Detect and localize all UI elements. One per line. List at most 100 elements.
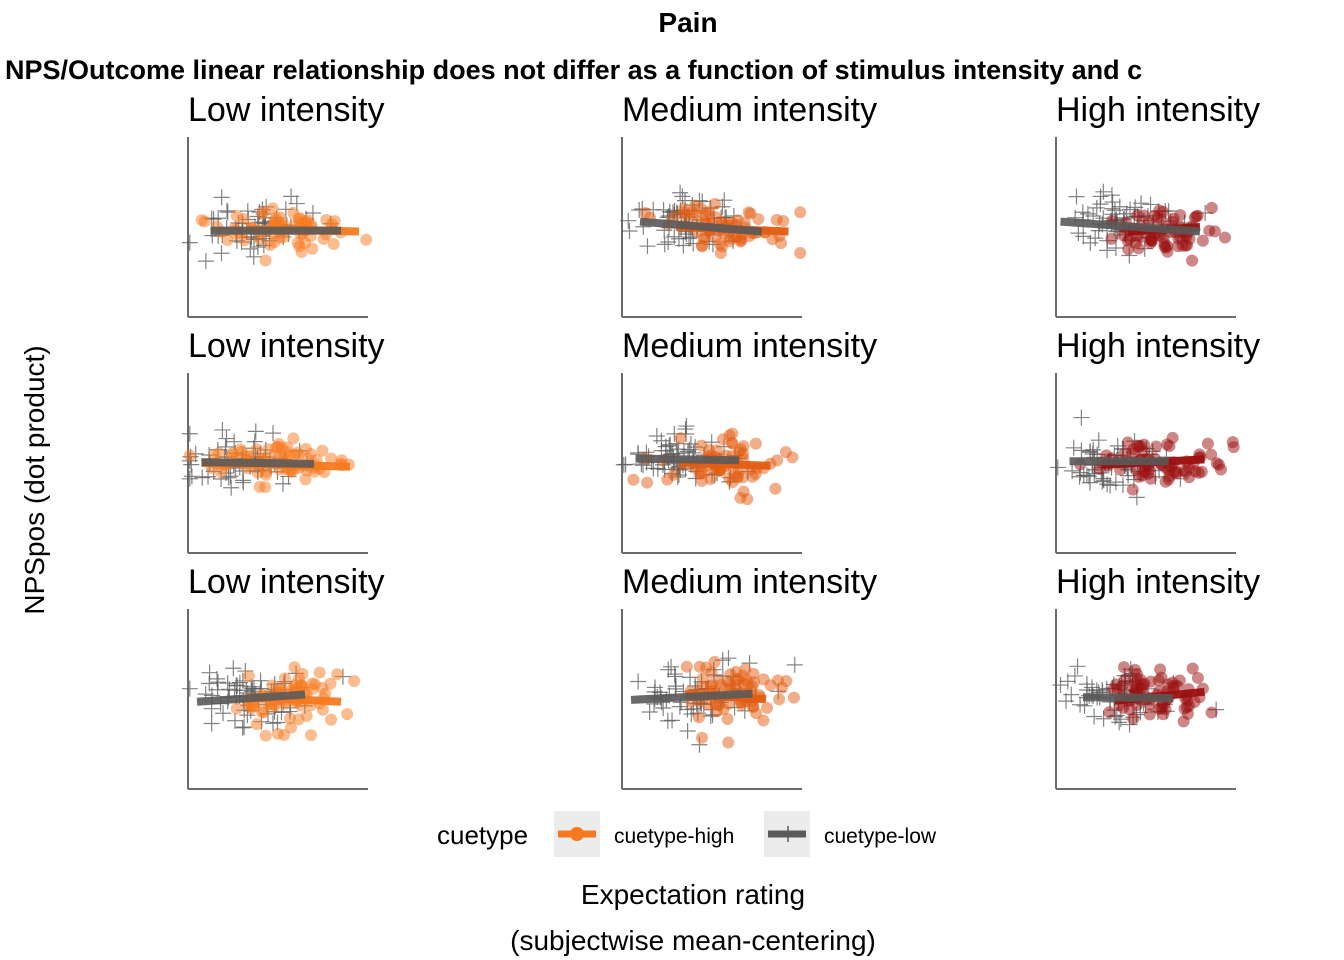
point-cuetype-high (1169, 465, 1182, 478)
point-cuetype-high (278, 672, 291, 685)
point-cuetype-low (1107, 474, 1124, 491)
point-cuetype-high (641, 476, 654, 489)
point-cuetype-high (794, 206, 807, 219)
point-cuetype-high (1186, 254, 1199, 267)
point-cuetype-high (1155, 671, 1168, 684)
panel-title: Medium intensity (622, 91, 877, 129)
point-cuetype-low (1068, 188, 1085, 205)
point-cuetype-high (1203, 224, 1216, 237)
point-cuetype-low (227, 712, 244, 729)
point-cuetype-high (1188, 211, 1201, 224)
facet-panel: Low intensity (181, 91, 385, 318)
point-cuetype-low (203, 715, 220, 732)
point-cuetype-high (1126, 483, 1139, 496)
point-cuetype-low (1114, 477, 1131, 494)
point-cuetype-high (341, 708, 354, 721)
point-cuetype-low (215, 705, 232, 722)
point-cuetype-high (1123, 232, 1136, 245)
point-cuetype-high (761, 701, 774, 714)
point-cuetype-high (786, 451, 799, 464)
point-cuetype-low (1122, 201, 1139, 218)
point-cuetype-high (1177, 715, 1190, 728)
point-cuetype-high (299, 473, 312, 486)
point-cuetype-high (1143, 708, 1156, 721)
point-cuetype-low (181, 680, 198, 697)
point-cuetype-high (700, 661, 713, 674)
point-cuetype-low (1099, 242, 1116, 259)
point-cuetype-high (749, 437, 762, 450)
facet-panel: Low intensity (181, 563, 385, 790)
point-cuetype-high (1110, 678, 1123, 691)
point-cuetype-low (197, 253, 214, 270)
point-cuetype-high (729, 231, 742, 244)
point-cuetype-low (648, 428, 665, 445)
point-cuetype-low (661, 437, 678, 454)
point-cuetype-high (668, 210, 681, 223)
point-cuetype-high (266, 679, 279, 692)
point-cuetype-low (1080, 468, 1097, 485)
point-cuetype-high (1103, 706, 1116, 719)
point-cuetype-low (660, 661, 677, 678)
point-cuetype-low (1090, 432, 1107, 449)
point-cuetype-high (769, 482, 782, 495)
point-cuetype-low (621, 222, 638, 239)
point-cuetype-low (228, 677, 245, 694)
point-cuetype-high (304, 729, 317, 742)
point-cuetype-low (218, 202, 235, 219)
point-cuetype-high (250, 443, 263, 456)
point-cuetype-high (291, 446, 304, 459)
point-cuetype-low (1111, 714, 1128, 731)
point-cuetype-low (670, 230, 687, 247)
point-cuetype-low (1082, 443, 1099, 460)
panel-title: Low intensity (188, 563, 385, 601)
point-cuetype-high (1154, 213, 1167, 226)
point-cuetype-high (713, 237, 726, 250)
point-cuetype-low (181, 234, 198, 251)
point-cuetype-low (682, 669, 699, 686)
point-cuetype-high (1214, 463, 1227, 476)
point-cuetype-low (1079, 205, 1096, 222)
point-cuetype-high (300, 709, 313, 722)
point-cuetype-high (1201, 437, 1214, 450)
point-cuetype-low (1082, 474, 1099, 491)
point-cuetype-low (1073, 442, 1090, 459)
point-cuetype-high (1219, 231, 1232, 244)
regression-line-cuetype-low (639, 217, 762, 236)
point-cuetype-high (661, 473, 674, 486)
point-cuetype-low (655, 699, 672, 716)
point-cuetype-low (1095, 183, 1112, 200)
panel-title: Medium intensity (622, 563, 877, 601)
point-cuetype-low (242, 240, 259, 257)
regression-line-cuetype-low (201, 458, 315, 468)
facet-panel: Low intensity (181, 327, 385, 554)
facet-panel: High intensity (1049, 327, 1260, 554)
point-cuetype-low (641, 704, 658, 721)
point-cuetype-low (668, 678, 685, 695)
point-cuetype-high (285, 721, 298, 734)
point-cuetype-high (316, 444, 329, 457)
point-cuetype-high (221, 234, 234, 247)
point-cuetype-low (245, 248, 262, 265)
point-cuetype-high (773, 693, 786, 706)
point-cuetype-low (218, 430, 235, 447)
point-cuetype-low (1103, 187, 1120, 204)
chart-title: Pain (658, 7, 717, 38)
point-cuetype-low (1104, 194, 1121, 211)
panel-title: Medium intensity (622, 327, 877, 365)
legend-label-high: cuetype-high (614, 825, 734, 848)
point-cuetype-high (360, 233, 373, 246)
point-cuetype-low (1049, 459, 1066, 476)
point-cuetype-low (1070, 225, 1087, 242)
point-cuetype-high (253, 480, 266, 493)
point-cuetype-low (234, 719, 251, 736)
point-cuetype-high (293, 215, 306, 228)
point-cuetype-high (694, 202, 707, 215)
point-cuetype-high (195, 214, 208, 227)
point-cuetype-low (1069, 658, 1086, 675)
point-cuetype-high (242, 670, 255, 683)
point-cuetype-high (1205, 448, 1218, 461)
point-cuetype-high (324, 677, 337, 690)
point-cuetype-high (327, 238, 340, 251)
point-cuetype-high (288, 661, 301, 674)
